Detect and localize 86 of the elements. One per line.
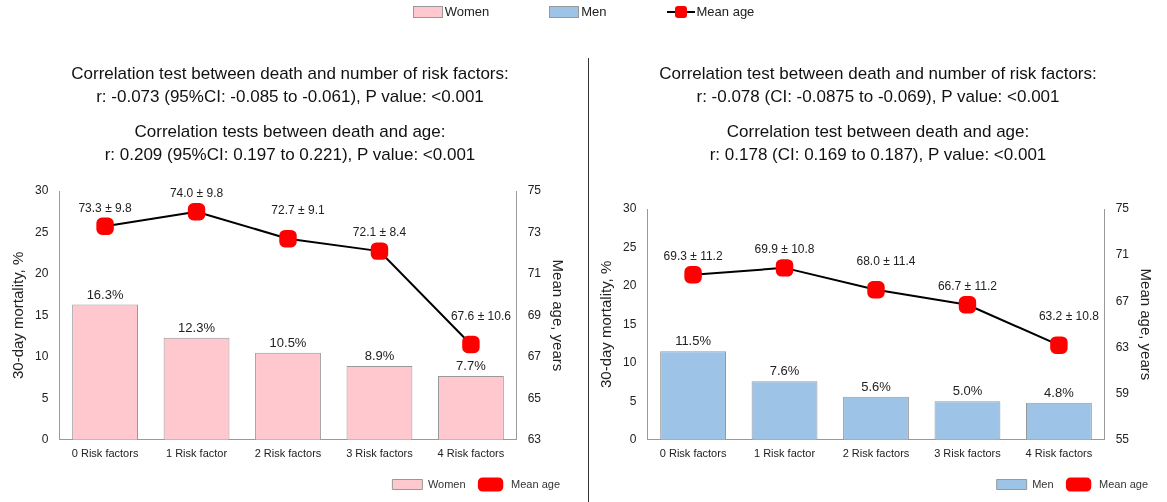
point [867, 281, 885, 299]
x-tick-label: 3 Risk factors [346, 447, 414, 460]
chart-subtitle: r: -0.073 (95%CI: -0.085 to -0.061), P value: <0.001 [95, 86, 485, 108]
x-tick-label: 4 Risk factors [437, 447, 505, 460]
y-tick-label: 5 [629, 393, 637, 408]
y2-tick-label: 71 [527, 266, 542, 281]
y-tick-label: 25 [622, 239, 637, 254]
point [684, 266, 702, 284]
y-tick-label: 30 [622, 201, 637, 216]
data-label: 12.3% [178, 319, 216, 335]
y-tick-label: 0 [629, 432, 637, 447]
data-label: 63.2 ± 10.8 [1038, 309, 1100, 324]
point [279, 229, 297, 248]
data-label: 73.3 ± 9.8 [78, 200, 133, 215]
legend-label: Men [1032, 477, 1054, 490]
x-tick-label: 2 Risk factors [254, 447, 322, 460]
y-tick-label: 20 [622, 278, 637, 293]
data-label: 11.5% [675, 333, 712, 349]
y-tick-label: 30 [34, 183, 49, 198]
y-tick-label: 0 [41, 432, 49, 447]
y-tick-label: 5 [41, 390, 49, 405]
text: Men [581, 4, 607, 19]
chart-subtitle: r: -0.078 (CI: -0.0875 to -0.069), P value: <0.001 [695, 86, 1061, 108]
x-tick-label: 1 Risk factor [165, 447, 228, 460]
y2-tick-label: 67 [527, 349, 542, 364]
y2-tick-label: 69 [527, 307, 542, 322]
data-label: 72.7 ± 9.1 [271, 203, 325, 217]
data-label: 5.0% [952, 383, 983, 399]
data-label: 4.8% [1044, 384, 1075, 400]
y2-axis-title: Mean age, years [1137, 268, 1155, 381]
legend-label: Women [427, 477, 466, 490]
y2-tick-label: 63 [1115, 339, 1130, 354]
point [370, 242, 389, 260]
y-axis-title: 30-day mortality, % [9, 251, 27, 380]
text: Correlation test between death and age: [725, 121, 1031, 143]
y-axis-title: 30-day mortality, % [597, 260, 615, 389]
data-label: 74.0 ± 9.8 [169, 186, 224, 201]
point [96, 217, 114, 235]
x-tick-label: 2 Risk factors [842, 447, 910, 460]
legend-label: Mean age [511, 477, 561, 490]
y2-tick-label: 59 [1115, 385, 1130, 400]
point [462, 335, 480, 354]
point [187, 203, 206, 221]
y2-tick-label: 73 [527, 224, 542, 239]
legend-label: Mean age [1099, 477, 1149, 490]
data-label: 69.3 ± 11.2 [663, 249, 723, 264]
data-label: 69.9 ± 10.8 [754, 242, 815, 257]
x-tick-label: 1 Risk factor [753, 447, 816, 460]
data-label: 16.3% [86, 286, 124, 302]
chart-title: Correlation test between death and number of risk factors: [70, 63, 510, 85]
data-label: 5.6% [861, 378, 892, 394]
data-label: 7.7% [456, 358, 487, 374]
y-tick-label: 15 [34, 307, 49, 322]
y-tick-label: 10 [34, 349, 49, 364]
y2-axis-title: Mean age, years [549, 259, 567, 372]
text: Women [444, 4, 490, 19]
data-label: 67.6 ± 10.6 [450, 308, 512, 323]
point [775, 259, 794, 277]
y2-tick-label: 67 [1115, 293, 1130, 308]
y2-tick-label: 71 [1115, 247, 1130, 262]
y-tick-label: 25 [34, 224, 49, 239]
y2-tick-label: 63 [527, 432, 542, 447]
data-label: 7.6% [769, 363, 800, 379]
data-label: 68.0 ± 11.4 [856, 254, 916, 269]
y-tick-label: 10 [622, 355, 637, 370]
y2-tick-label: 65 [527, 390, 542, 405]
text: r: 0.178 (CI: 0.169 to 0.187), P value: <0.001 [708, 144, 1048, 166]
x-tick-label: 4 Risk factors [1025, 447, 1093, 460]
y-tick-label: 20 [34, 266, 49, 281]
y2-tick-label: 75 [1115, 201, 1130, 216]
data-label: 10.5% [269, 334, 307, 350]
x-tick-label: 0 Risk factors [71, 447, 139, 460]
point [958, 296, 977, 314]
y-tick-label: 15 [622, 316, 637, 331]
x-tick-label: 3 Risk factors [934, 447, 1002, 460]
text: Correlation tests between death and age: [133, 121, 447, 143]
chart-title: Correlation test between death and number of risk factors: [658, 63, 1098, 85]
data-label: 66.7 ± 11.2 [937, 279, 998, 294]
data-label: 8.9% [364, 348, 395, 364]
text: r: 0.209 (95%CI: 0.197 to 0.221), P value: <0.001 [103, 144, 477, 166]
text: Mean age [696, 4, 755, 19]
y2-tick-label: 55 [1115, 432, 1130, 447]
x-tick-label: 0 Risk factors [659, 447, 727, 460]
data-label: 72.1 ± 8.4 [352, 225, 407, 240]
point [1050, 336, 1068, 354]
y2-tick-label: 75 [527, 183, 542, 198]
